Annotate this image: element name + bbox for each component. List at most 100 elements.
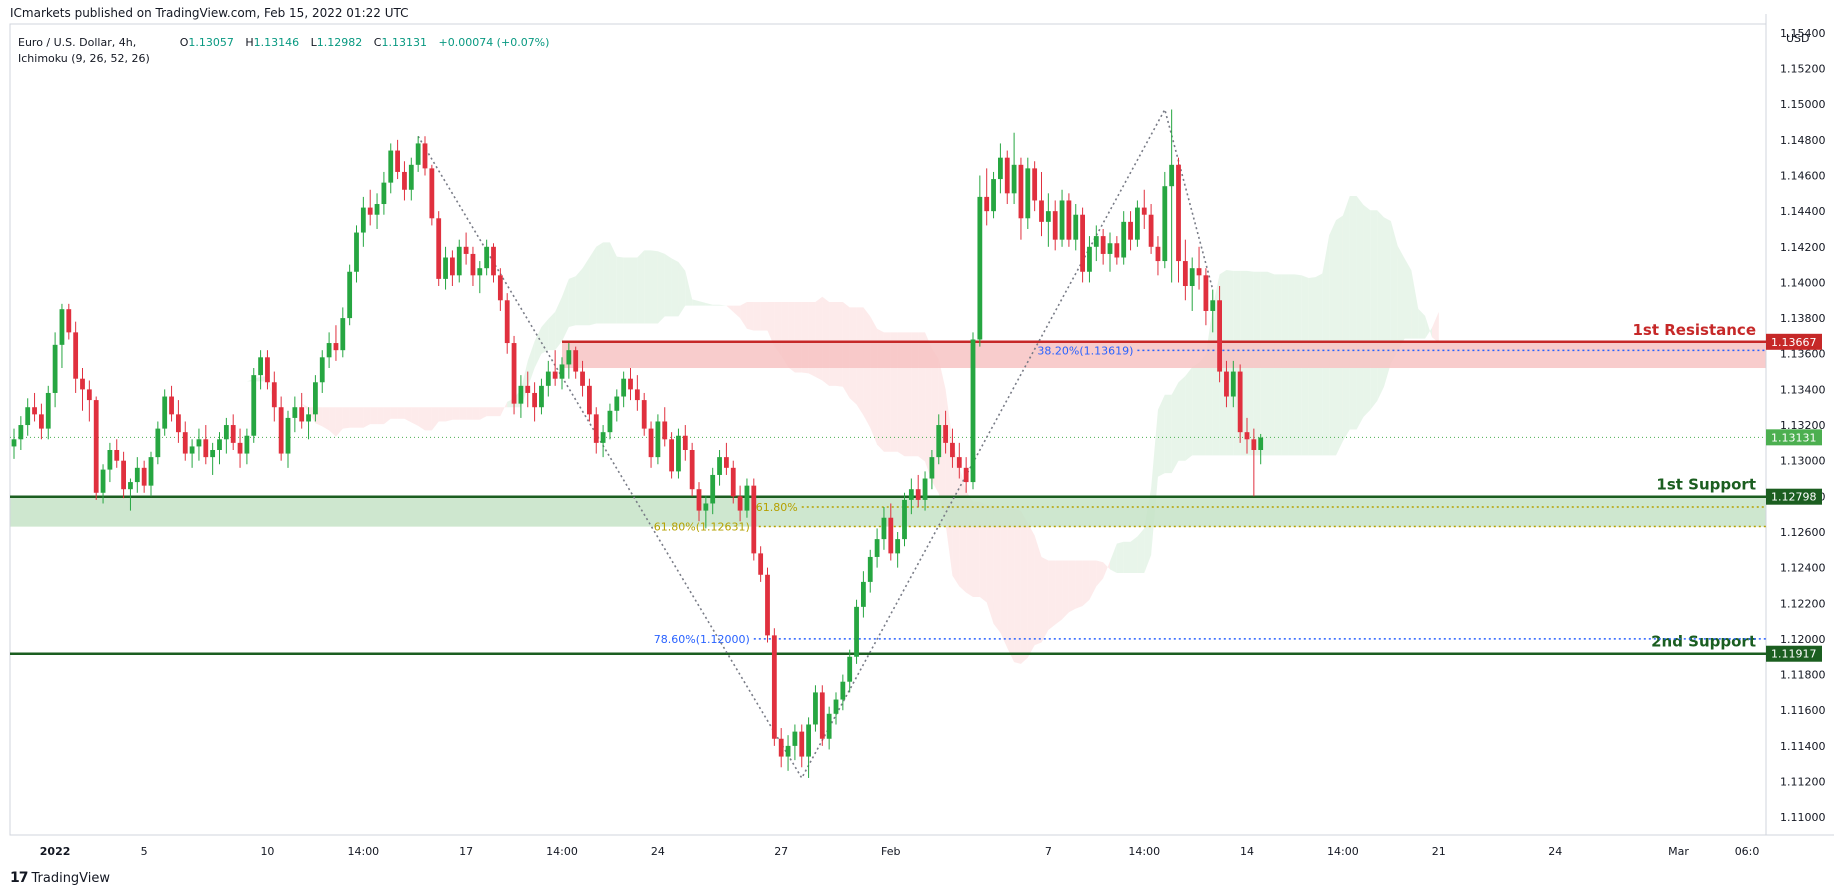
candle-body: [614, 396, 620, 411]
cloud-segment: [678, 261, 686, 317]
change-value: +0.00074 (+0.07%): [438, 36, 550, 49]
2nd-support-price-tag-bg: [1766, 645, 1822, 662]
candle: [128, 478, 133, 511]
ichimoku-cloud: [192, 196, 1439, 664]
time-axis[interactable]: 2022 5 10 14:00 17 14:00 24 27 Feb 7 14:00 14 14:00 2…: [40, 845, 1760, 858]
candle-body: [1121, 221, 1127, 258]
cloud-segment: [1027, 523, 1035, 658]
price-tick-label: 1.11400: [1780, 740, 1826, 753]
candle: [1244, 417, 1250, 454]
level-lines: 1st Resistance 1st Support 2nd Support: [10, 321, 1766, 655]
time-tick-label: 24: [651, 845, 665, 858]
candle: [614, 389, 620, 422]
open-value: 1.13057: [188, 36, 234, 49]
candle-body: [991, 179, 996, 212]
indicator-legend[interactable]: Ichimoku (9, 26, 52, 26): [18, 52, 150, 65]
time-tick-label: 7: [1045, 845, 1052, 858]
candle: [497, 268, 503, 311]
candle: [682, 425, 688, 461]
1st-support-price-tag: 1.12798: [1771, 491, 1817, 504]
candle: [532, 382, 537, 422]
candle: [963, 457, 969, 493]
price-tick-label: 1.11800: [1780, 669, 1826, 682]
close-label: C: [373, 36, 382, 49]
candle: [936, 414, 942, 465]
low-value: 1.12982: [316, 36, 363, 49]
symbol-name[interactable]: Euro / U.S. Dollar, 4h,: [18, 36, 137, 49]
candle: [1237, 364, 1243, 443]
candle: [847, 649, 853, 693]
candle: [710, 467, 716, 515]
candle: [689, 442, 695, 497]
candle-body: [1039, 200, 1044, 222]
candle: [271, 371, 277, 422]
candle: [806, 717, 811, 778]
candle-body: [1128, 221, 1133, 240]
candle: [813, 685, 818, 732]
cloud-segment: [1178, 376, 1186, 461]
tradingview-brand[interactable]: 17 TradingView: [10, 870, 110, 886]
candle: [915, 474, 921, 508]
candle: [148, 451, 154, 497]
candle-body: [182, 432, 188, 454]
candle-body: [121, 460, 126, 490]
candle: [1011, 132, 1017, 205]
candle: [484, 239, 490, 276]
cloud-segment: [1075, 560, 1083, 609]
price-tick-label: 1.12400: [1780, 562, 1826, 575]
candle-body: [169, 396, 174, 415]
candle-body: [1100, 236, 1106, 254]
candle-body: [402, 171, 407, 190]
candle: [333, 325, 339, 361]
candle-body: [950, 442, 955, 458]
candle-body: [669, 439, 674, 472]
candle: [908, 478, 914, 515]
candle: [45, 385, 51, 440]
candle-body: [902, 499, 907, 540]
cloud-segment: [1431, 311, 1439, 343]
candle: [525, 371, 531, 408]
candle-body: [840, 681, 846, 700]
candle: [134, 457, 140, 493]
cloud-segment: [1068, 560, 1076, 613]
candle-body: [1196, 268, 1202, 276]
candle-body: [52, 344, 58, 393]
cloud-segment: [425, 407, 432, 431]
price-tick-label: 1.14400: [1780, 205, 1826, 218]
cloud-segment: [767, 302, 775, 347]
price-tick-label: 1.15200: [1780, 63, 1826, 76]
candle: [566, 343, 572, 379]
candle: [518, 375, 524, 418]
candle: [1169, 109, 1175, 283]
candle: [1162, 171, 1168, 269]
candle: [1210, 289, 1216, 333]
candle: [1039, 171, 1044, 237]
candle-body: [1148, 214, 1154, 247]
candle-body: [936, 425, 942, 458]
candle: [1251, 428, 1257, 497]
candle-body: [148, 457, 154, 486]
cloud-segment: [1041, 556, 1049, 643]
candle-body: [18, 425, 24, 440]
candle-body: [819, 692, 825, 739]
candle: [374, 193, 380, 229]
cloud-segment: [651, 250, 658, 324]
candle: [203, 425, 209, 465]
cloud-segment: [527, 341, 535, 388]
candle-body: [1011, 164, 1017, 194]
cloud-segment: [459, 407, 467, 420]
price-axis[interactable]: 1.15400 1.15200 1.15000 1.14800 1.14600 1.144…: [1780, 27, 1826, 824]
cloud-segment: [301, 403, 309, 412]
candle-body: [1107, 243, 1113, 254]
time-tick-label: 10: [260, 845, 274, 858]
candle: [895, 531, 901, 568]
candle-body: [1004, 157, 1010, 194]
cloud-segment: [712, 304, 720, 306]
candle: [107, 442, 113, 483]
candle-body: [1169, 164, 1175, 187]
candle-body: [25, 407, 31, 426]
cloud-segment: [322, 407, 330, 431]
cloud-segment: [390, 407, 398, 419]
cloud-segment: [335, 407, 343, 437]
